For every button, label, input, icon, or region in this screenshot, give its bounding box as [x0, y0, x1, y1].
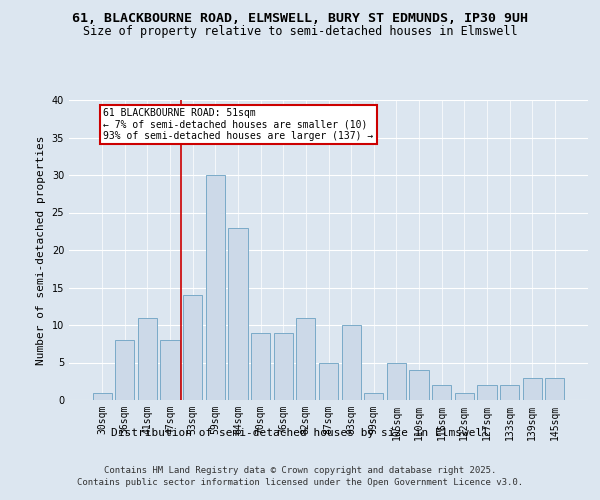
Text: 61 BLACKBOURNE ROAD: 51sqm
← 7% of semi-detached houses are smaller (10)
93% of : 61 BLACKBOURNE ROAD: 51sqm ← 7% of semi-…: [103, 108, 374, 140]
Bar: [160, 340, 180, 400]
Text: Size of property relative to semi-detached houses in Elmswell: Size of property relative to semi-detach…: [83, 25, 517, 38]
Text: Contains public sector information licensed under the Open Government Licence v3: Contains public sector information licen…: [77, 478, 523, 487]
Bar: [229, 228, 248, 400]
Bar: [92, 392, 112, 400]
Bar: [206, 175, 225, 400]
Bar: [477, 385, 497, 400]
Bar: [183, 295, 202, 400]
Bar: [387, 362, 406, 400]
Text: Contains HM Land Registry data © Crown copyright and database right 2025.: Contains HM Land Registry data © Crown c…: [104, 466, 496, 475]
Bar: [409, 370, 428, 400]
Y-axis label: Number of semi-detached properties: Number of semi-detached properties: [36, 135, 46, 365]
Bar: [455, 392, 474, 400]
Bar: [341, 325, 361, 400]
Bar: [523, 378, 542, 400]
Bar: [364, 392, 383, 400]
Bar: [274, 332, 293, 400]
Bar: [545, 378, 565, 400]
Bar: [251, 332, 270, 400]
Bar: [115, 340, 134, 400]
Bar: [500, 385, 519, 400]
Bar: [432, 385, 451, 400]
Text: 61, BLACKBOURNE ROAD, ELMSWELL, BURY ST EDMUNDS, IP30 9UH: 61, BLACKBOURNE ROAD, ELMSWELL, BURY ST …: [72, 12, 528, 26]
Bar: [296, 318, 316, 400]
Bar: [319, 362, 338, 400]
Text: Distribution of semi-detached houses by size in Elmswell: Distribution of semi-detached houses by …: [111, 428, 489, 438]
Bar: [138, 318, 157, 400]
